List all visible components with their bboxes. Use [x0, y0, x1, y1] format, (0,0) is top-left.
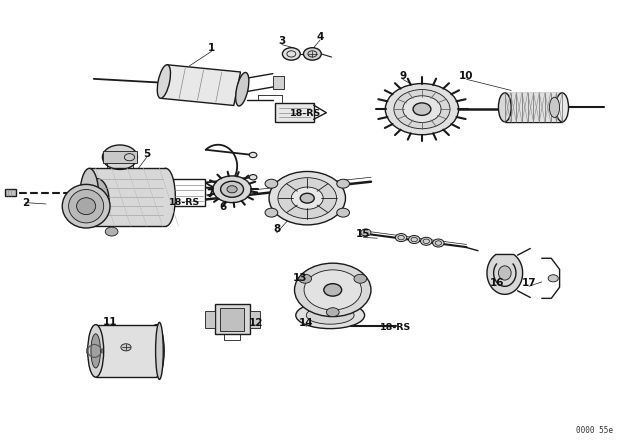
Bar — [4, 189, 16, 196]
Ellipse shape — [269, 172, 346, 225]
Ellipse shape — [556, 93, 568, 122]
Ellipse shape — [413, 103, 431, 116]
Ellipse shape — [291, 187, 323, 209]
Bar — [505, 93, 562, 122]
Circle shape — [105, 227, 118, 236]
Circle shape — [354, 274, 367, 283]
Ellipse shape — [77, 198, 96, 215]
Ellipse shape — [148, 325, 164, 377]
Circle shape — [227, 186, 237, 193]
Ellipse shape — [296, 302, 365, 329]
Circle shape — [249, 175, 257, 180]
Circle shape — [326, 308, 339, 317]
Polygon shape — [161, 65, 241, 105]
Bar — [220, 308, 244, 331]
Bar — [275, 103, 314, 121]
Ellipse shape — [157, 65, 170, 98]
Circle shape — [420, 237, 432, 246]
Circle shape — [337, 208, 349, 217]
Circle shape — [299, 274, 312, 283]
Text: 13: 13 — [292, 273, 307, 283]
Ellipse shape — [278, 178, 337, 219]
Ellipse shape — [62, 185, 110, 228]
Circle shape — [361, 229, 371, 236]
Ellipse shape — [156, 323, 163, 379]
Text: 3: 3 — [278, 36, 285, 47]
Text: 5: 5 — [143, 149, 150, 159]
Circle shape — [221, 181, 244, 197]
Text: 10: 10 — [460, 71, 474, 81]
Text: 1: 1 — [208, 43, 215, 53]
Circle shape — [124, 154, 134, 161]
Ellipse shape — [499, 93, 511, 122]
Text: 6: 6 — [220, 202, 227, 212]
Bar — [273, 76, 284, 89]
Ellipse shape — [394, 90, 450, 129]
Ellipse shape — [102, 145, 138, 169]
Ellipse shape — [549, 97, 559, 117]
Circle shape — [408, 236, 420, 244]
Text: 18-RS: 18-RS — [380, 323, 411, 332]
Circle shape — [396, 233, 407, 241]
Ellipse shape — [68, 190, 104, 223]
Circle shape — [265, 208, 278, 217]
Circle shape — [213, 176, 251, 202]
Ellipse shape — [80, 168, 99, 226]
Ellipse shape — [307, 306, 354, 324]
Ellipse shape — [385, 83, 459, 135]
Text: 11: 11 — [102, 317, 117, 327]
Bar — [173, 180, 205, 206]
Circle shape — [548, 275, 558, 282]
Ellipse shape — [403, 96, 441, 122]
Text: 17: 17 — [522, 278, 536, 288]
Text: 12: 12 — [249, 318, 264, 328]
Bar — [215, 304, 250, 334]
Text: 2: 2 — [22, 198, 29, 207]
Circle shape — [265, 179, 278, 188]
Ellipse shape — [156, 168, 175, 226]
Polygon shape — [487, 254, 523, 294]
Circle shape — [282, 47, 300, 60]
Circle shape — [249, 152, 257, 158]
Text: 9: 9 — [399, 71, 406, 81]
Ellipse shape — [499, 266, 511, 280]
Bar — [96, 325, 156, 377]
Ellipse shape — [85, 179, 109, 223]
Ellipse shape — [324, 284, 342, 296]
Bar — [102, 151, 137, 163]
Text: 8: 8 — [273, 224, 280, 234]
Bar — [90, 168, 166, 226]
Text: 18-RS: 18-RS — [170, 198, 200, 207]
Ellipse shape — [236, 73, 249, 106]
Circle shape — [121, 344, 131, 351]
Text: 7: 7 — [207, 189, 214, 199]
Circle shape — [337, 179, 349, 188]
Ellipse shape — [88, 325, 104, 377]
Ellipse shape — [294, 263, 371, 317]
Ellipse shape — [91, 334, 100, 368]
Ellipse shape — [304, 270, 362, 310]
Bar — [250, 311, 260, 328]
Bar — [205, 311, 216, 328]
Text: 4: 4 — [316, 32, 324, 42]
Text: 16: 16 — [490, 278, 504, 288]
Text: 15: 15 — [356, 229, 371, 239]
Text: 0000 55e: 0000 55e — [576, 426, 613, 435]
Text: 14: 14 — [299, 318, 314, 328]
Ellipse shape — [300, 193, 314, 203]
Text: 18-RS: 18-RS — [291, 109, 322, 118]
Circle shape — [303, 47, 321, 60]
Circle shape — [433, 239, 444, 247]
